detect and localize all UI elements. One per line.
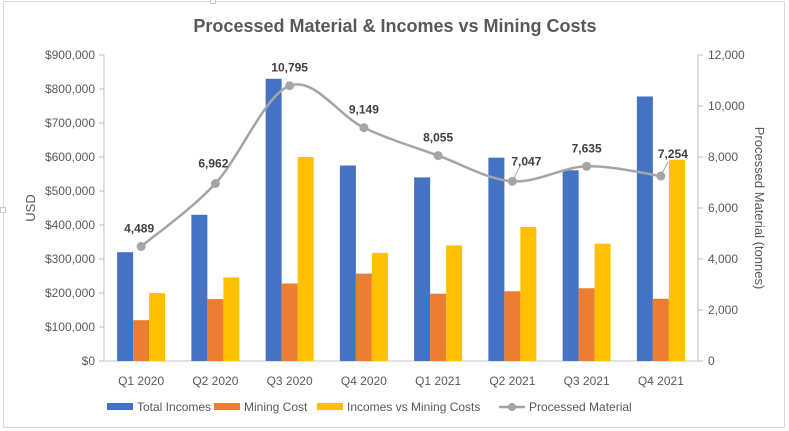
bar-total-incomes[interactable]	[191, 214, 208, 361]
bar-total-incomes[interactable]	[488, 157, 505, 361]
bar-mining-cost[interactable]	[504, 291, 521, 361]
y2-tick-label: 4,000	[708, 252, 738, 266]
bar-total-incomes[interactable]	[117, 252, 134, 361]
legend-label: Incomes vs Mining Costs	[347, 400, 480, 414]
x-tick-label: Q3 2021	[564, 374, 610, 388]
data-label: 4,489	[124, 222, 154, 236]
x-tick-label: Q3 2020	[267, 374, 313, 388]
legend-item[interactable]: Processed Material	[499, 400, 632, 414]
y-tick-label: $600,000	[45, 150, 95, 164]
y-axis-title: USD	[23, 194, 38, 221]
y-tick-label: $900,000	[45, 48, 95, 62]
y-tick-label: $700,000	[45, 116, 95, 130]
y-tick-label: $800,000	[45, 82, 95, 96]
resize-handle-top[interactable]	[210, 0, 216, 4]
bar-incomes-vs-mining-costs[interactable]	[668, 159, 685, 361]
line-marker[interactable]	[507, 176, 517, 186]
line-marker[interactable]	[656, 171, 666, 181]
legend-swatch-marker	[508, 403, 516, 411]
x-tick-label: Q1 2020	[118, 374, 164, 388]
x-tick-label: Q2 2020	[192, 374, 238, 388]
data-label: 6,962	[198, 156, 228, 170]
y2-tick-label: 12,000	[708, 48, 745, 62]
y-tick-label: $100,000	[45, 320, 95, 334]
bar-mining-cost[interactable]	[355, 273, 372, 361]
bar-total-incomes[interactable]	[636, 96, 653, 361]
bar-mining-cost[interactable]	[430, 293, 447, 361]
y2-tick-label: 6,000	[708, 201, 738, 215]
y-tick-label: $0	[82, 354, 96, 368]
bar-total-incomes[interactable]	[265, 78, 282, 362]
x-tick-label: Q2 2021	[489, 374, 535, 388]
data-label: 7,254	[658, 147, 688, 161]
y-tick-label: $500,000	[45, 184, 95, 198]
y-tick-label: $300,000	[45, 252, 95, 266]
bar-total-incomes[interactable]	[414, 177, 431, 361]
legend-swatch	[317, 403, 343, 410]
y-tick-label: $400,000	[45, 218, 95, 232]
data-label: 8,055	[423, 131, 453, 145]
bar-incomes-vs-mining-costs[interactable]	[371, 252, 388, 361]
processed-material-curve	[140, 83, 662, 248]
legend: Total Incomes Mining Cost Incomes vs Minin…	[107, 400, 632, 414]
bar-total-incomes[interactable]	[339, 165, 356, 362]
line-marker[interactable]	[582, 161, 592, 171]
chart-frame[interactable]	[3, 1, 785, 428]
bar-incomes-vs-mining-costs[interactable]	[594, 243, 611, 361]
bar-mining-cost[interactable]	[207, 299, 224, 361]
y2-tick-label: 10,000	[708, 99, 745, 113]
data-label-leader	[513, 167, 520, 178]
x-tick-label: Q4 2021	[638, 374, 684, 388]
legend-label: Total Incomes	[137, 400, 211, 414]
bar-mining-cost[interactable]	[578, 288, 595, 361]
legend-label: Processed Material	[529, 400, 632, 414]
bar-mining-cost[interactable]	[133, 320, 150, 361]
bar-incomes-vs-mining-costs[interactable]	[520, 227, 537, 361]
line-marker[interactable]	[359, 123, 369, 133]
data-label: 7,635	[572, 141, 602, 155]
legend-swatch	[107, 403, 133, 410]
bar-incomes-vs-mining-costs[interactable]	[149, 293, 166, 361]
line-marker[interactable]	[285, 81, 295, 91]
legend-item[interactable]: Total Incomes	[107, 400, 211, 414]
legend-item[interactable]: Incomes vs Mining Costs	[317, 400, 480, 414]
bar-incomes-vs-mining-costs[interactable]	[297, 157, 314, 361]
legend-swatch	[214, 403, 240, 410]
data-label: 7,047	[511, 154, 541, 168]
y2-tick-label: 0	[708, 354, 715, 368]
processed-material-line: 4,489 6,962 10,795 9,149 8,055 7,047 7,635 7,25…	[124, 61, 688, 252]
y2-tick-label: 8,000	[708, 150, 738, 164]
y-tick-label: $200,000	[45, 286, 95, 300]
bar-mining-cost[interactable]	[281, 283, 298, 361]
line-marker[interactable]	[136, 242, 146, 252]
bars	[117, 78, 685, 362]
data-label-leader	[662, 161, 669, 173]
data-label: 9,149	[349, 103, 379, 117]
resize-handle-left[interactable]	[0, 207, 6, 213]
y2-tick-label: 2,000	[708, 303, 738, 317]
bar-incomes-vs-mining-costs[interactable]	[446, 245, 463, 361]
x-tick-label: Q4 2020	[341, 374, 387, 388]
y2-axis-title: Processed Material (tonnes)	[752, 127, 767, 290]
line-marker[interactable]	[433, 151, 443, 161]
legend-item[interactable]: Mining Cost	[214, 400, 308, 414]
line-marker[interactable]	[210, 178, 220, 188]
bar-mining-cost[interactable]	[652, 298, 669, 361]
data-label: 10,795	[271, 61, 308, 75]
bar-total-incomes[interactable]	[562, 170, 579, 361]
x-tick-label: Q1 2021	[415, 374, 461, 388]
legend-label: Mining Cost	[244, 400, 308, 414]
chart-title: Processed Material & Incomes vs Mining C…	[193, 16, 596, 36]
bar-incomes-vs-mining-costs[interactable]	[223, 277, 240, 361]
